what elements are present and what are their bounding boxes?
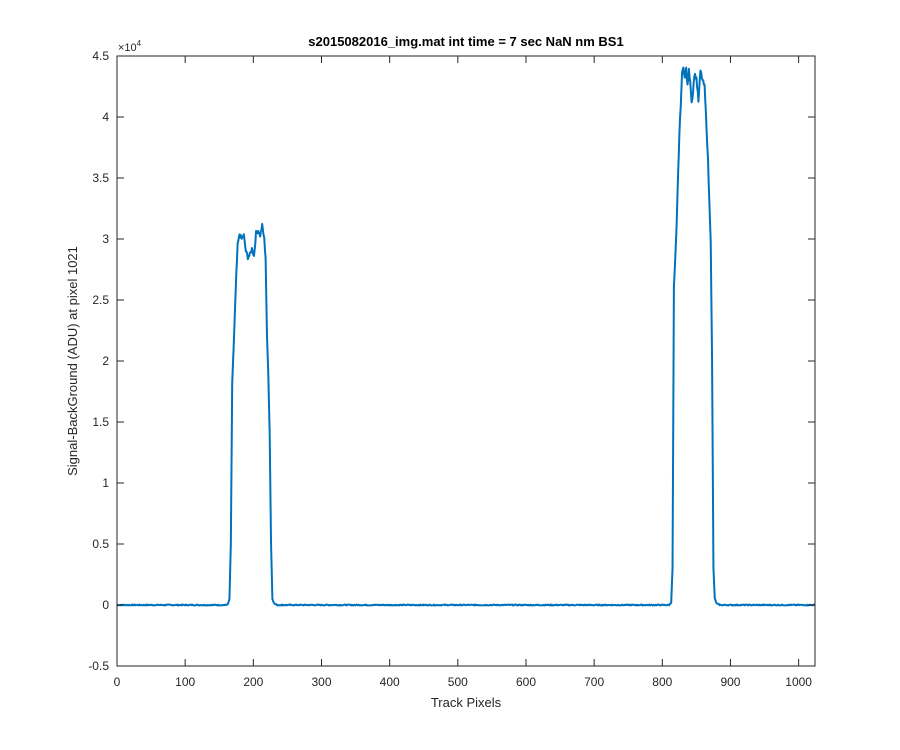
y-tick-label: 4 bbox=[102, 110, 109, 124]
x-tick-label: 900 bbox=[720, 675, 740, 689]
x-tick-label: 800 bbox=[652, 675, 672, 689]
plot-area: 0 100 200 300 400 500 600 700 800 900 1000 -0.5 0 0.5… bbox=[88, 49, 816, 689]
series-line bbox=[116, 66, 816, 607]
y-tick-label: 4.5 bbox=[92, 49, 109, 63]
x-tick-label: 200 bbox=[243, 675, 263, 689]
x-tick-label: 700 bbox=[584, 675, 604, 689]
y-tick-label: 2 bbox=[102, 354, 109, 368]
y-tick-label: 1 bbox=[102, 476, 109, 490]
y-exponent-base: ×10 bbox=[118, 42, 137, 54]
x-tick-label: 500 bbox=[448, 675, 468, 689]
y-tick-label: 2.5 bbox=[92, 293, 109, 307]
x-tick-label: 1000 bbox=[785, 675, 812, 689]
y-tick-label: 1.5 bbox=[92, 415, 109, 429]
y-tick-label: 0.5 bbox=[92, 537, 109, 551]
y-axis-exponent: ×104 bbox=[118, 39, 142, 54]
x-tick-label: 100 bbox=[175, 675, 195, 689]
y-exponent-power: 4 bbox=[137, 39, 142, 48]
y-tick-label: 3.5 bbox=[92, 171, 109, 185]
y-tick-label: 0 bbox=[102, 598, 109, 612]
y-axis-label: Signal-BackGround (ADU) at pixel 1021 bbox=[65, 246, 80, 476]
x-tick-label: 400 bbox=[380, 675, 400, 689]
x-tick-label: 300 bbox=[311, 675, 331, 689]
plot-background bbox=[117, 56, 815, 666]
x-tick-label: 0 bbox=[114, 675, 121, 689]
y-tick-label: 3 bbox=[102, 232, 109, 246]
chart-title: s2015082016_img.mat int time = 7 sec NaN… bbox=[308, 34, 623, 49]
x-tick-label: 600 bbox=[516, 675, 536, 689]
y-tick-label: -0.5 bbox=[88, 659, 109, 673]
x-axis-label: Track Pixels bbox=[431, 695, 502, 710]
